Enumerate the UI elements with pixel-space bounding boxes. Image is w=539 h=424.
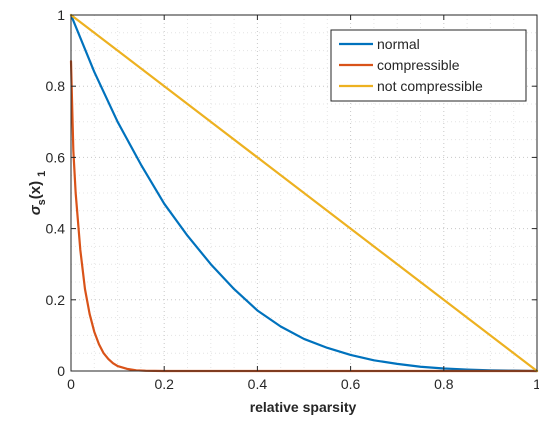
y-axis-label-sub1: s — [36, 199, 48, 205]
x-tick-label: 0.6 — [341, 376, 361, 392]
y-axis-label-mid: (x) — [27, 181, 44, 199]
y-tick-label: 0 — [57, 363, 65, 379]
y-tick-label: 0.2 — [46, 292, 66, 308]
x-tick-label: 0 — [67, 376, 75, 392]
plot-area-border — [70, 14, 538, 372]
legend: normal compressible not compressible — [330, 29, 527, 102]
x-tick-label: 0.2 — [154, 376, 174, 392]
legend-label: not compressible — [377, 78, 483, 94]
y-axis-label: σs(x) 1 — [27, 171, 48, 216]
x-tick-label: 1 — [533, 376, 539, 392]
x-axis-ticks: 0 0.2 0.4 0.6 0.8 1 — [67, 15, 539, 392]
y-tick-label: 0.4 — [46, 221, 66, 237]
y-tick-label: 0.6 — [46, 149, 66, 165]
legend-label: normal — [377, 36, 420, 52]
series-line-not-compressible — [69, 13, 539, 373]
y-tick-label: 1 — [57, 7, 65, 23]
y-axis-label-sub2: 1 — [36, 171, 48, 177]
y-tick-label: 0.8 — [46, 78, 66, 94]
series-line-normal — [69, 13, 539, 373]
x-axis-label: relative sparsity — [250, 399, 357, 415]
y-axis-label-sigma: σ — [27, 204, 44, 215]
legend-label: compressible — [377, 57, 460, 73]
x-tick-label: 0.8 — [434, 376, 454, 392]
y-axis-ticks: 0 0.2 0.4 0.6 0.8 1 — [46, 7, 537, 379]
x-tick-label: 0.4 — [248, 376, 268, 392]
